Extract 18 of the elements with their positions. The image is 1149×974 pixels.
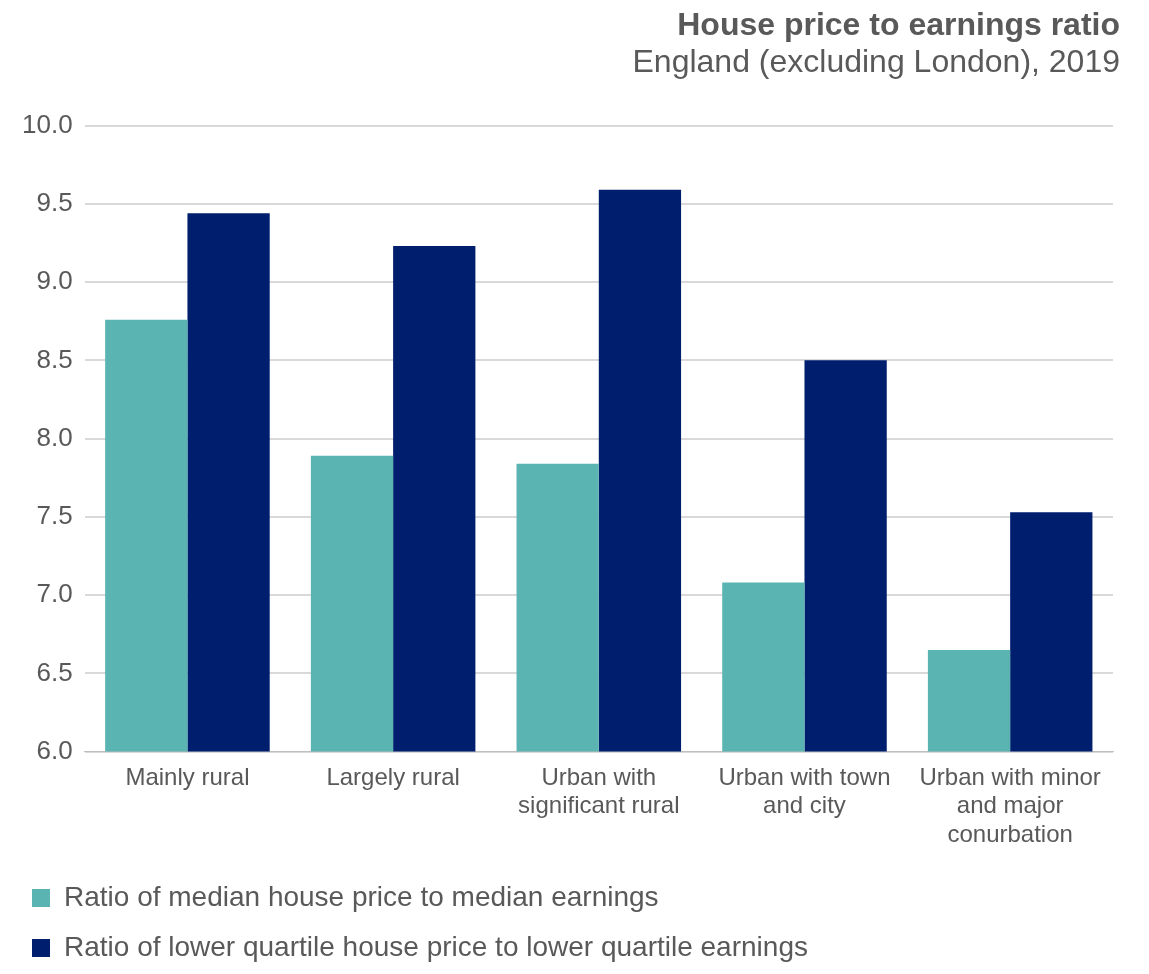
x-tick-label: Urban with minor and major conurbation <box>919 762 1101 848</box>
chart-title: House price to earnings ratio <box>676 6 1120 43</box>
legend-label: Ratio of lower quartile house price to lower quartile earnings <box>64 930 808 962</box>
y-tick-label: 10.0 <box>21 108 73 139</box>
x-tick-label: Mainly rural <box>125 762 250 790</box>
chart-subtitle: England (excluding London), 2019 <box>631 43 1120 80</box>
y-tick-label: 9.0 <box>36 265 73 296</box>
y-tick-label: 7.5 <box>36 500 73 531</box>
x-tick-label: Urban with town and city <box>718 762 891 819</box>
x-tick-label: Largely rural <box>326 762 460 790</box>
y-tick-label: 6.5 <box>36 656 73 687</box>
y-tick-label: 8.5 <box>36 343 73 374</box>
y-tick-label: 7.0 <box>36 578 73 609</box>
legend-label: Ratio of median house price to median earnings <box>64 880 659 912</box>
y-tick-label: 9.5 <box>36 187 73 218</box>
y-tick-label: 6.0 <box>36 734 73 765</box>
y-tick-label: 8.0 <box>36 421 73 452</box>
x-tick-label: Urban with significant rural <box>518 762 680 819</box>
